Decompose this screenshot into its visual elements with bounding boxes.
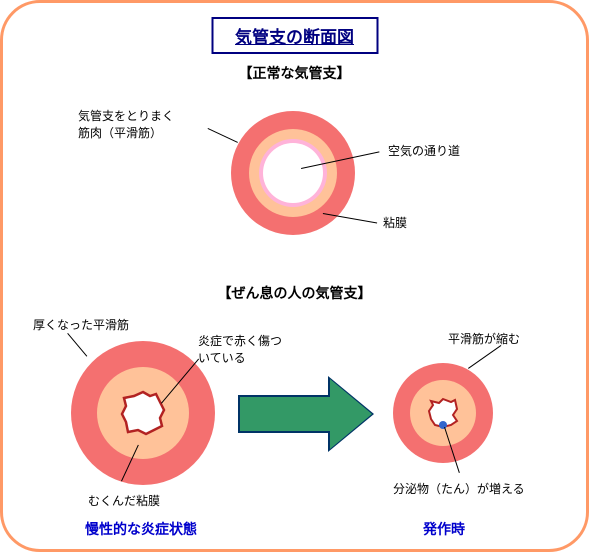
subtitle-asthma: 【ぜん息の人の気管支】 (218, 283, 372, 303)
label-swollen-mucosa: むくんだ粘膜 (88, 493, 160, 510)
label-secretion: 分泌物（たん）が増える (393, 481, 525, 498)
secretion-dot (439, 421, 447, 429)
arrow-head (330, 379, 372, 449)
bronchus-attack (393, 363, 493, 463)
normal-airway-layer (263, 143, 323, 203)
label-inflamed: 炎症で赤く傷つ いている (198, 333, 282, 367)
bottom-label-attack: 発作時 (423, 519, 465, 539)
chronic-inflamed-lumen (116, 386, 170, 440)
leader-thick-muscle (67, 333, 87, 357)
title-box: 気管支の断面図 (211, 17, 378, 54)
arrow-body (238, 395, 330, 433)
label-airway: 空気の通り道 (388, 143, 460, 160)
label-thick-muscle: 厚くなった平滑筋 (33, 317, 129, 334)
leader-muscle (208, 128, 238, 143)
subtitle-normal: 【正常な気管支】 (239, 63, 351, 83)
bottom-label-chronic: 慢性的な炎症状態 (85, 519, 197, 539)
diagram-frame: 気管支の断面図 【正常な気管支】 気管支をとりまく 筋肉（平滑筋） 空気の通り道… (0, 0, 589, 552)
label-mucosa: 粘膜 (383, 215, 407, 232)
label-muscle: 気管支をとりまく 筋肉（平滑筋） (78, 108, 174, 142)
label-contracted-muscle: 平滑筋が縮む (448, 331, 520, 348)
leader-contracted-muscle (468, 345, 501, 369)
